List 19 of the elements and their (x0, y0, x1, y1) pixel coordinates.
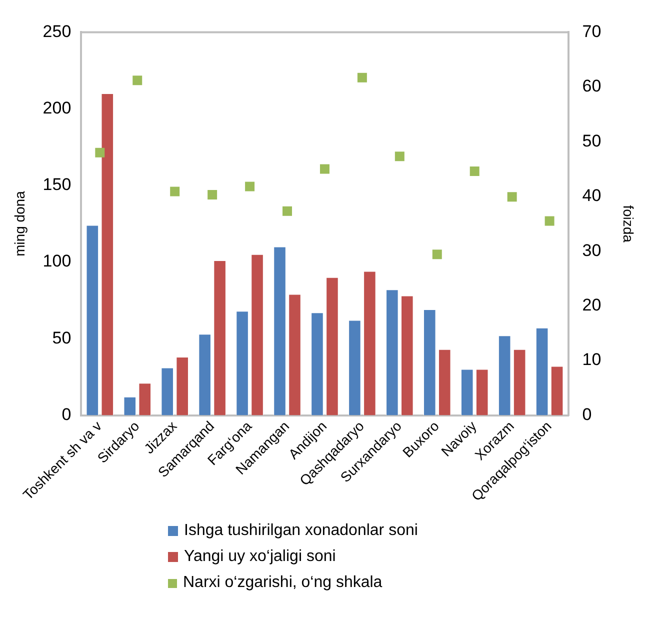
y2-tick-label: 40 (582, 186, 602, 206)
legend-label: Narxi o‘zgarishi, o‘ng shkala (183, 574, 382, 592)
y2-tick-label: 50 (582, 131, 602, 150)
y-tick-label: 0 (62, 404, 72, 424)
y2-axis-title: foizda (620, 205, 637, 243)
y2-tick-label: 20 (582, 296, 602, 315)
y2-tick-label: 70 (582, 22, 602, 41)
y2-tick-label: 60 (582, 76, 602, 96)
y2-tick-label: 30 (582, 240, 602, 260)
y-tick-label: 100 (42, 252, 72, 271)
legend-label: Ishga tushirilgan xonadonlar soni (184, 522, 418, 540)
y2-tick-label: 10 (582, 350, 602, 370)
y-tick-label: 50 (52, 328, 72, 348)
legend-label: Yangi uy xo‘jaligi soni (184, 548, 336, 566)
y-tick-label: 250 (42, 22, 72, 41)
y-tick-label: 150 (42, 175, 72, 194)
y2-tick-label: 0 (582, 404, 592, 424)
y-axis-title: ming dona (11, 190, 28, 256)
y-tick-label: 200 (42, 98, 72, 118)
